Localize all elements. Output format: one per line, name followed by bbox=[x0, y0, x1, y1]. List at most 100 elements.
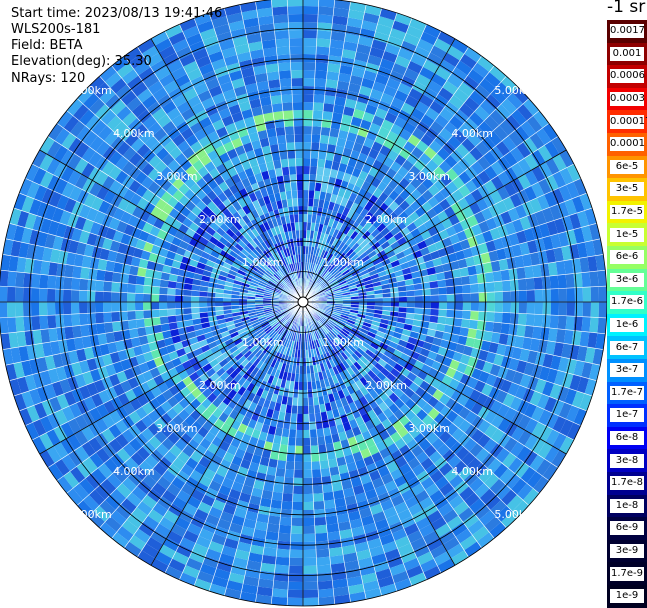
range-bin bbox=[315, 525, 328, 534]
colorbar-swatch: 1e-8 bbox=[607, 495, 647, 518]
range-bin bbox=[151, 302, 159, 310]
range-bin bbox=[303, 38, 317, 46]
range-bin bbox=[318, 14, 333, 23]
range-bin bbox=[526, 278, 535, 291]
range-bin bbox=[312, 469, 322, 478]
colorbar-swatch: 1.7e-5 bbox=[607, 201, 647, 224]
colorbar-swatch: 3e-6 bbox=[607, 269, 647, 292]
range-bin bbox=[326, 523, 339, 532]
range-bin bbox=[446, 310, 455, 318]
range-bin bbox=[103, 292, 111, 302]
range-bin bbox=[303, 70, 315, 78]
range-bin bbox=[542, 276, 551, 289]
colorbar-swatch: 0.00017 bbox=[607, 110, 647, 133]
range-bin bbox=[272, 492, 283, 501]
range-bin bbox=[151, 310, 160, 318]
range-bin bbox=[318, 6, 334, 15]
range-ring-label: 1.00km bbox=[322, 256, 364, 269]
range-bin bbox=[399, 302, 407, 307]
range-bin bbox=[399, 297, 407, 302]
range-bin bbox=[581, 317, 590, 332]
range-bin bbox=[270, 95, 282, 104]
range-bin bbox=[303, 14, 318, 22]
range-bin bbox=[510, 279, 519, 291]
range-bin bbox=[95, 312, 104, 323]
range-bin bbox=[567, 288, 575, 302]
range-bin bbox=[313, 94, 324, 103]
range-bin bbox=[543, 302, 551, 315]
range-bin bbox=[446, 286, 455, 294]
range-bin bbox=[144, 277, 153, 286]
range-bin bbox=[295, 142, 303, 150]
range-bin bbox=[438, 287, 447, 295]
range-bin bbox=[294, 462, 303, 470]
range-bin bbox=[31, 274, 40, 289]
range-bin bbox=[327, 63, 340, 73]
range-bin bbox=[288, 582, 303, 590]
range-bin bbox=[322, 111, 333, 120]
range-bin bbox=[543, 289, 551, 302]
range-bin bbox=[310, 158, 318, 167]
colorbar-swatch: 6e-6 bbox=[607, 246, 647, 269]
range-bin bbox=[303, 6, 318, 14]
range-bin bbox=[316, 541, 329, 550]
range-bin bbox=[297, 182, 303, 190]
range-bin bbox=[469, 320, 478, 330]
range-bin bbox=[47, 302, 55, 315]
range-bin bbox=[516, 267, 525, 279]
range-bin bbox=[532, 326, 542, 339]
range-bin bbox=[296, 166, 303, 174]
range-bin bbox=[39, 302, 47, 316]
colorbar-label: 6e-5 bbox=[610, 160, 644, 174]
range-bin bbox=[599, 302, 607, 318]
range-bin bbox=[136, 319, 145, 329]
range-bin bbox=[151, 294, 159, 302]
range-bin bbox=[303, 574, 318, 582]
range-bin bbox=[303, 470, 312, 478]
range-bin bbox=[71, 290, 79, 302]
range-bin bbox=[316, 549, 330, 558]
range-bin bbox=[55, 302, 63, 315]
range-bin bbox=[289, 566, 303, 574]
range-bin bbox=[303, 446, 311, 454]
range-bin bbox=[15, 287, 23, 302]
range-bin bbox=[293, 494, 303, 502]
range-bin bbox=[297, 414, 303, 422]
range-bin bbox=[272, 588, 288, 597]
range-bin bbox=[279, 70, 292, 79]
range-bin bbox=[95, 302, 103, 313]
range-bin bbox=[295, 454, 303, 462]
range-bin bbox=[516, 325, 525, 337]
range-bin bbox=[283, 110, 293, 119]
range-bin bbox=[298, 390, 303, 398]
range-bin bbox=[303, 542, 316, 550]
range-bin bbox=[295, 446, 303, 454]
range-bin bbox=[280, 78, 292, 87]
range-bin bbox=[303, 462, 312, 470]
range-bin bbox=[303, 422, 310, 430]
colorbar-swatch: 0.001 bbox=[607, 43, 647, 66]
range-bin bbox=[423, 302, 431, 309]
range-bin bbox=[303, 182, 309, 190]
colorbar-swatch: 6e-9 bbox=[607, 517, 647, 540]
range-bin bbox=[524, 266, 533, 279]
colorbar-swatch: 1.7e-7 bbox=[607, 382, 647, 405]
range-bin bbox=[311, 453, 320, 462]
range-bin bbox=[277, 54, 290, 63]
range-bin bbox=[273, 111, 284, 120]
range-bin bbox=[191, 302, 199, 308]
range-bin bbox=[311, 150, 319, 159]
range-bin bbox=[321, 468, 331, 477]
range-bin bbox=[535, 289, 543, 302]
colorbar-label: 1.7e-7 bbox=[610, 386, 644, 400]
range-bin bbox=[461, 276, 470, 286]
range-bin bbox=[430, 309, 439, 317]
range-bin bbox=[318, 0, 334, 8]
range-bin bbox=[313, 110, 323, 119]
range-bin bbox=[316, 54, 329, 63]
range-bin bbox=[7, 287, 15, 302]
range-bin bbox=[175, 302, 183, 309]
range-ring-label: 5.00km bbox=[494, 84, 536, 97]
range-bin bbox=[63, 289, 71, 302]
colorbar-swatch: 6e-8 bbox=[607, 427, 647, 450]
